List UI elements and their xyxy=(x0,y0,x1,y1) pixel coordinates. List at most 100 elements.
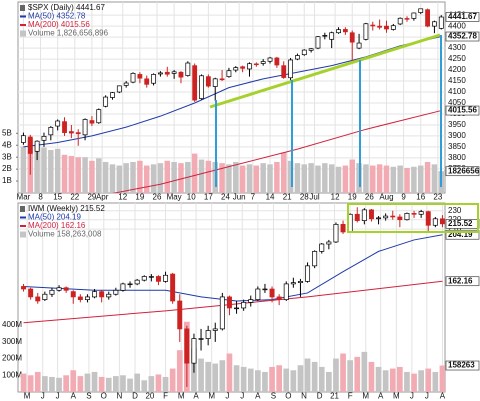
volume-bar xyxy=(171,161,177,193)
x-tick-label: J xyxy=(56,392,60,401)
x-tick-label: A xyxy=(255,392,261,401)
candle-body xyxy=(411,213,417,215)
volume-bar xyxy=(375,366,382,392)
volume-bar xyxy=(34,144,40,193)
x-tick-label: S xyxy=(271,392,276,401)
candle-body xyxy=(315,36,321,49)
volume-bar xyxy=(276,365,282,392)
candle-body xyxy=(120,283,126,291)
candle-body xyxy=(305,265,311,282)
x-tick-label: M xyxy=(208,392,215,401)
y-tick-label: 4200 xyxy=(448,65,466,74)
volume-bar xyxy=(349,159,355,193)
y-tick-label: 3950 xyxy=(448,120,466,129)
value-marker-label: 1826656 xyxy=(448,166,480,175)
x-tick-label: D xyxy=(317,392,323,401)
x-tick-label: 19 xyxy=(348,193,357,202)
candle-body xyxy=(130,73,136,83)
candle-body xyxy=(226,296,232,309)
volume-tick-label: 2B xyxy=(2,164,12,173)
volume-bar xyxy=(411,373,417,392)
candle-body xyxy=(116,85,122,93)
candle-body xyxy=(123,82,129,86)
candle-body xyxy=(411,12,417,19)
x-tick-label: O xyxy=(101,392,107,401)
volume-bar xyxy=(397,366,403,392)
candle-body xyxy=(89,120,95,124)
x-tick-label: 21 xyxy=(283,193,292,202)
x-tick-label: S xyxy=(86,392,91,401)
volume-bar xyxy=(198,358,204,392)
candle-body xyxy=(99,291,105,298)
candle-body xyxy=(276,296,282,300)
volume-bar xyxy=(134,373,140,392)
candle-body xyxy=(342,29,348,33)
volume-bar xyxy=(48,150,54,193)
volume-bar xyxy=(120,375,126,392)
x-tick-label: M xyxy=(362,392,369,401)
volume-bar xyxy=(84,373,91,392)
volume-bar xyxy=(333,358,339,392)
volume-bar xyxy=(49,376,55,392)
value-marker-label: 4441.67 xyxy=(448,12,477,21)
candle-body xyxy=(21,286,27,290)
value-marker-label: 158263 xyxy=(448,361,475,370)
volume-bar xyxy=(328,164,335,193)
candle-body xyxy=(432,21,437,27)
volume-tick-label: 3B xyxy=(2,152,12,161)
volume-bar xyxy=(280,152,287,193)
volume-bar xyxy=(290,370,297,392)
volume-bar xyxy=(247,368,254,392)
value-marker xyxy=(445,12,480,22)
x-tick-label: 26 xyxy=(153,193,162,202)
x-tick-label: D xyxy=(132,392,138,401)
volume-bar xyxy=(294,163,301,193)
volume-bar xyxy=(123,163,129,193)
candle-body xyxy=(376,217,382,220)
candle-body xyxy=(151,74,156,84)
volume-bar xyxy=(226,353,233,392)
candle-body xyxy=(397,216,403,221)
volume-bar xyxy=(335,166,342,193)
candle-body xyxy=(212,78,218,87)
candle-body xyxy=(255,288,261,300)
candle-body xyxy=(219,78,225,81)
volume-bar xyxy=(68,155,75,193)
candle-body xyxy=(281,65,287,78)
value-marker xyxy=(445,166,480,177)
candle-body xyxy=(164,71,170,75)
volume-bar xyxy=(370,165,376,193)
volume-bar xyxy=(42,376,48,392)
y-tick-label: 3800 xyxy=(448,153,466,162)
x-tick-label: O xyxy=(285,392,291,401)
volume-bar xyxy=(397,165,403,193)
candle-body xyxy=(113,289,119,295)
x-tick-label: 14 xyxy=(266,193,275,202)
candle-body xyxy=(383,215,389,219)
volume-bar xyxy=(130,161,136,193)
candle-body xyxy=(432,218,438,226)
candle-body xyxy=(41,136,47,141)
x-tick-label: A xyxy=(193,392,199,401)
x-tick-label: 7 xyxy=(251,193,256,202)
candle-body xyxy=(336,29,341,34)
volume-bar xyxy=(287,160,294,193)
volume-bar xyxy=(326,371,332,392)
legend-label: Volume 1,826,656,896 xyxy=(28,29,109,38)
volume-tick-label: 4B xyxy=(2,140,12,149)
candle-body xyxy=(191,338,197,364)
volume-bar xyxy=(113,376,119,392)
volume-tick-label: 300M xyxy=(2,337,22,346)
candle-body xyxy=(262,288,268,291)
candle-body xyxy=(55,120,61,127)
candle-body xyxy=(199,75,204,99)
candle-body xyxy=(137,74,143,79)
candle-body xyxy=(240,66,246,69)
candle-body xyxy=(158,72,163,75)
legend-icon xyxy=(20,206,25,212)
value-marker xyxy=(445,276,480,287)
candle-body xyxy=(110,92,115,98)
x-tick-label: Jul xyxy=(309,193,319,202)
candle-body xyxy=(241,302,247,309)
